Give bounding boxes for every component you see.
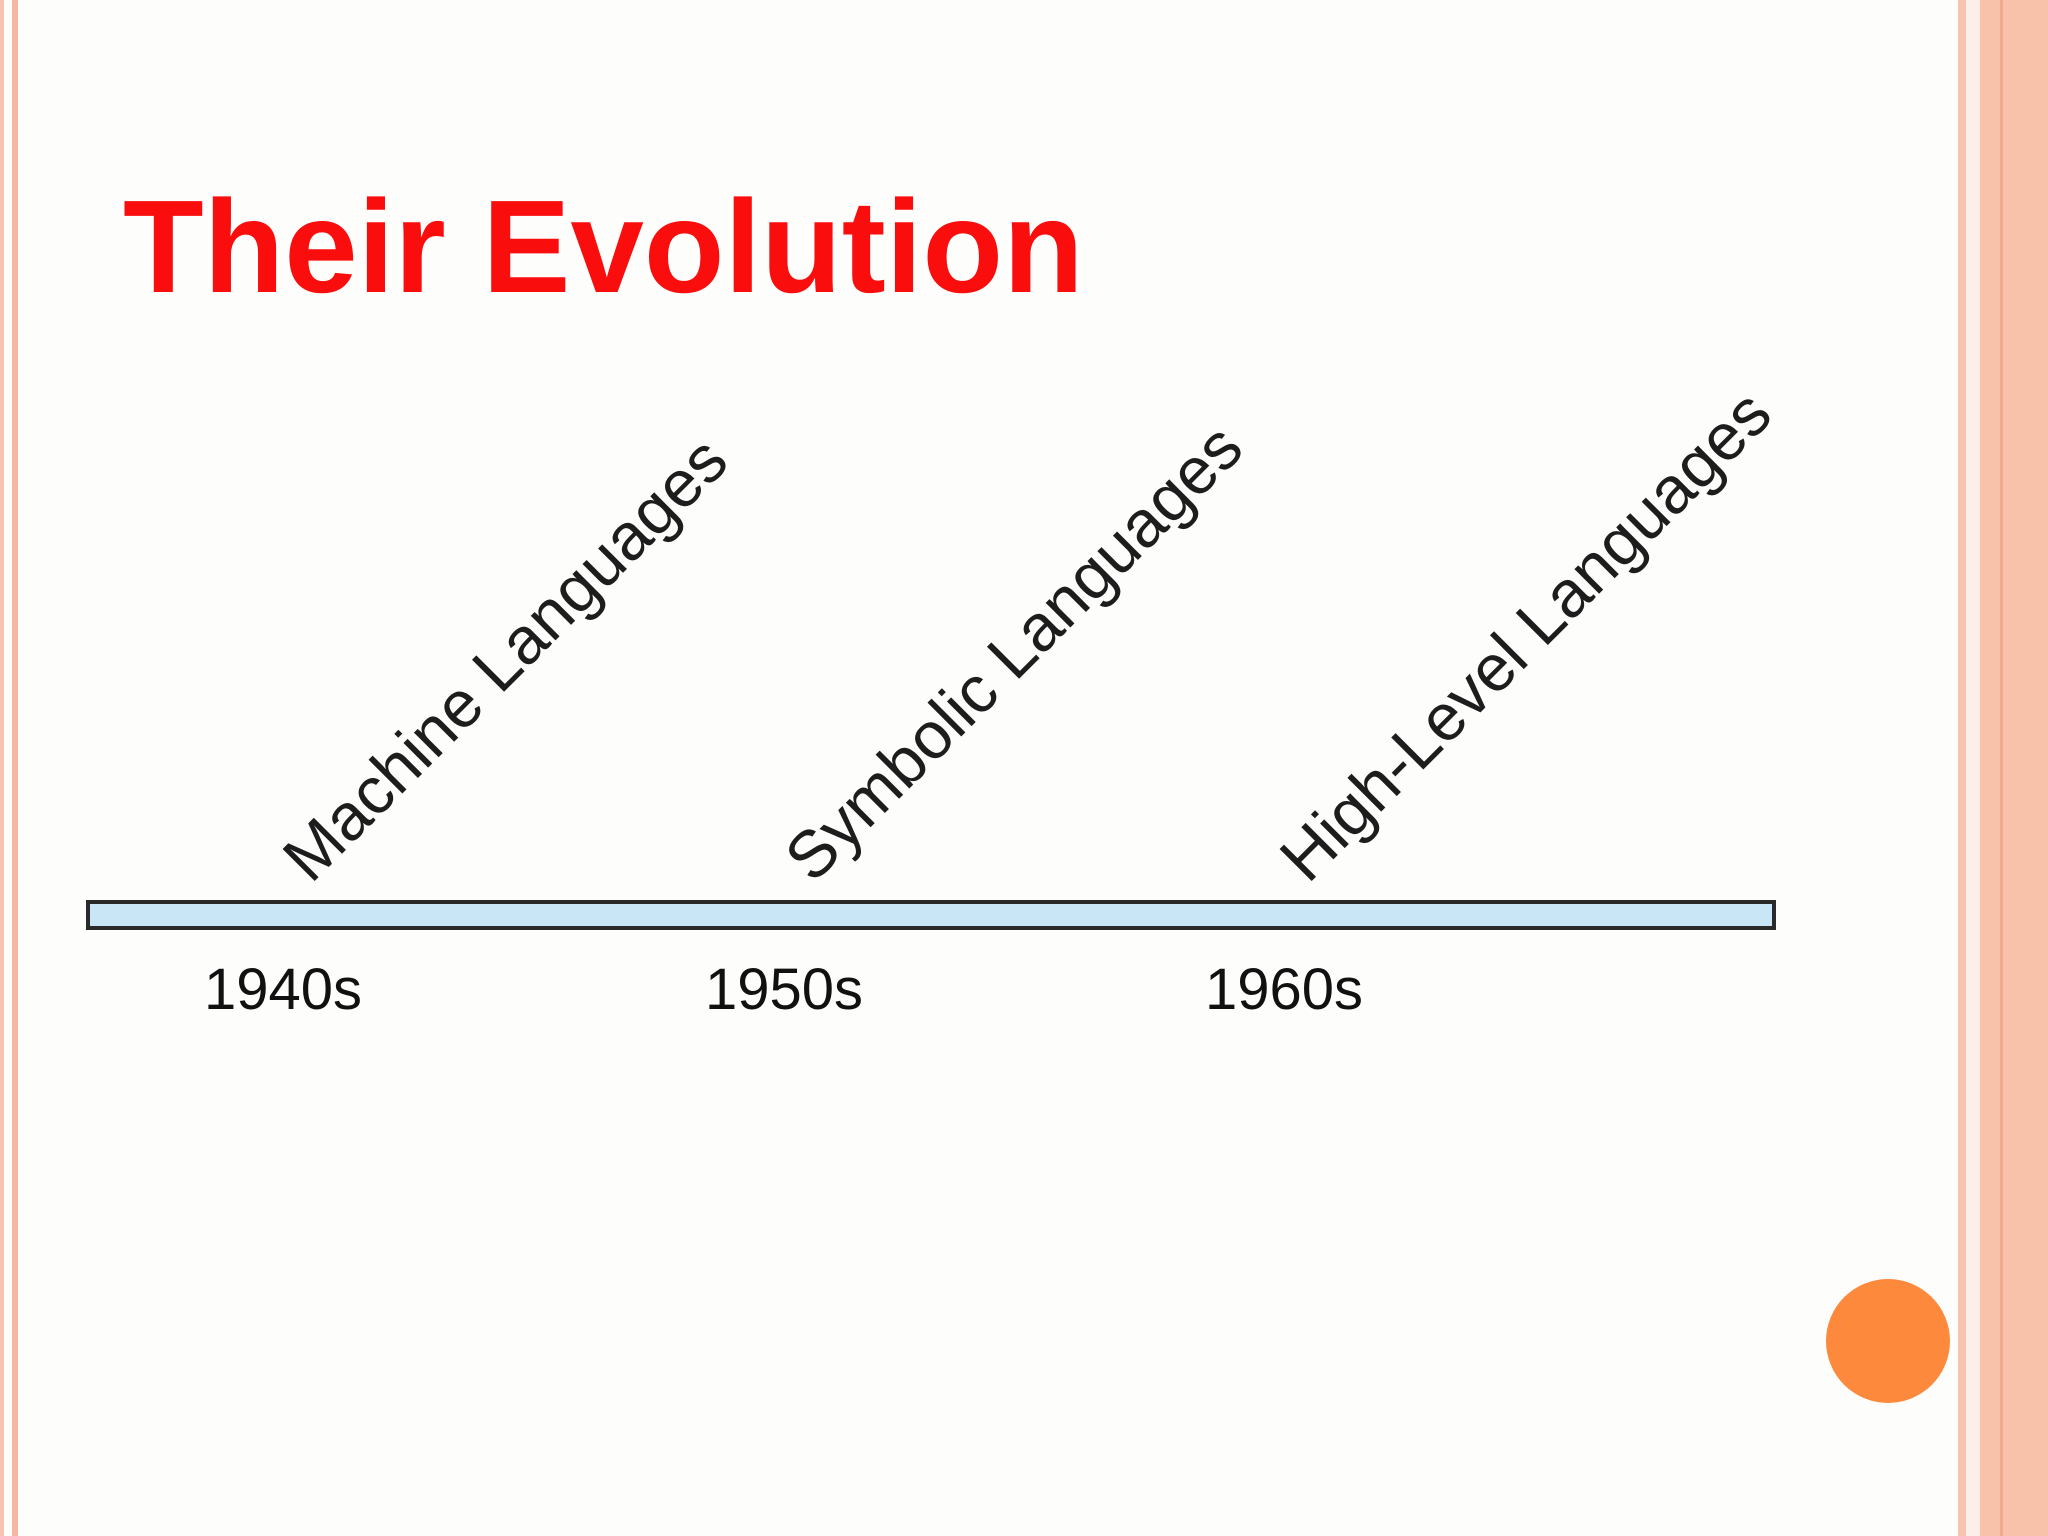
- right-border-gap: [1966, 0, 1980, 1536]
- left-border-inner: [12, 0, 18, 1536]
- decorative-orange-circle: [1826, 1279, 1950, 1403]
- slide-canvas: [18, 0, 1958, 1536]
- slide-title: Their Evolution: [123, 173, 1084, 320]
- right-border-stripe: [1958, 0, 1966, 1536]
- decade-label-1960s: 1960s: [1205, 957, 1364, 1022]
- right-border-line: [2000, 0, 2003, 1536]
- right-border-band: [1980, 0, 2048, 1536]
- left-border-outer: [0, 0, 4, 1536]
- decade-label-1940s: 1940s: [204, 957, 363, 1022]
- decade-label-1950s: 1950s: [705, 957, 864, 1022]
- timeline-bar: [86, 900, 1776, 930]
